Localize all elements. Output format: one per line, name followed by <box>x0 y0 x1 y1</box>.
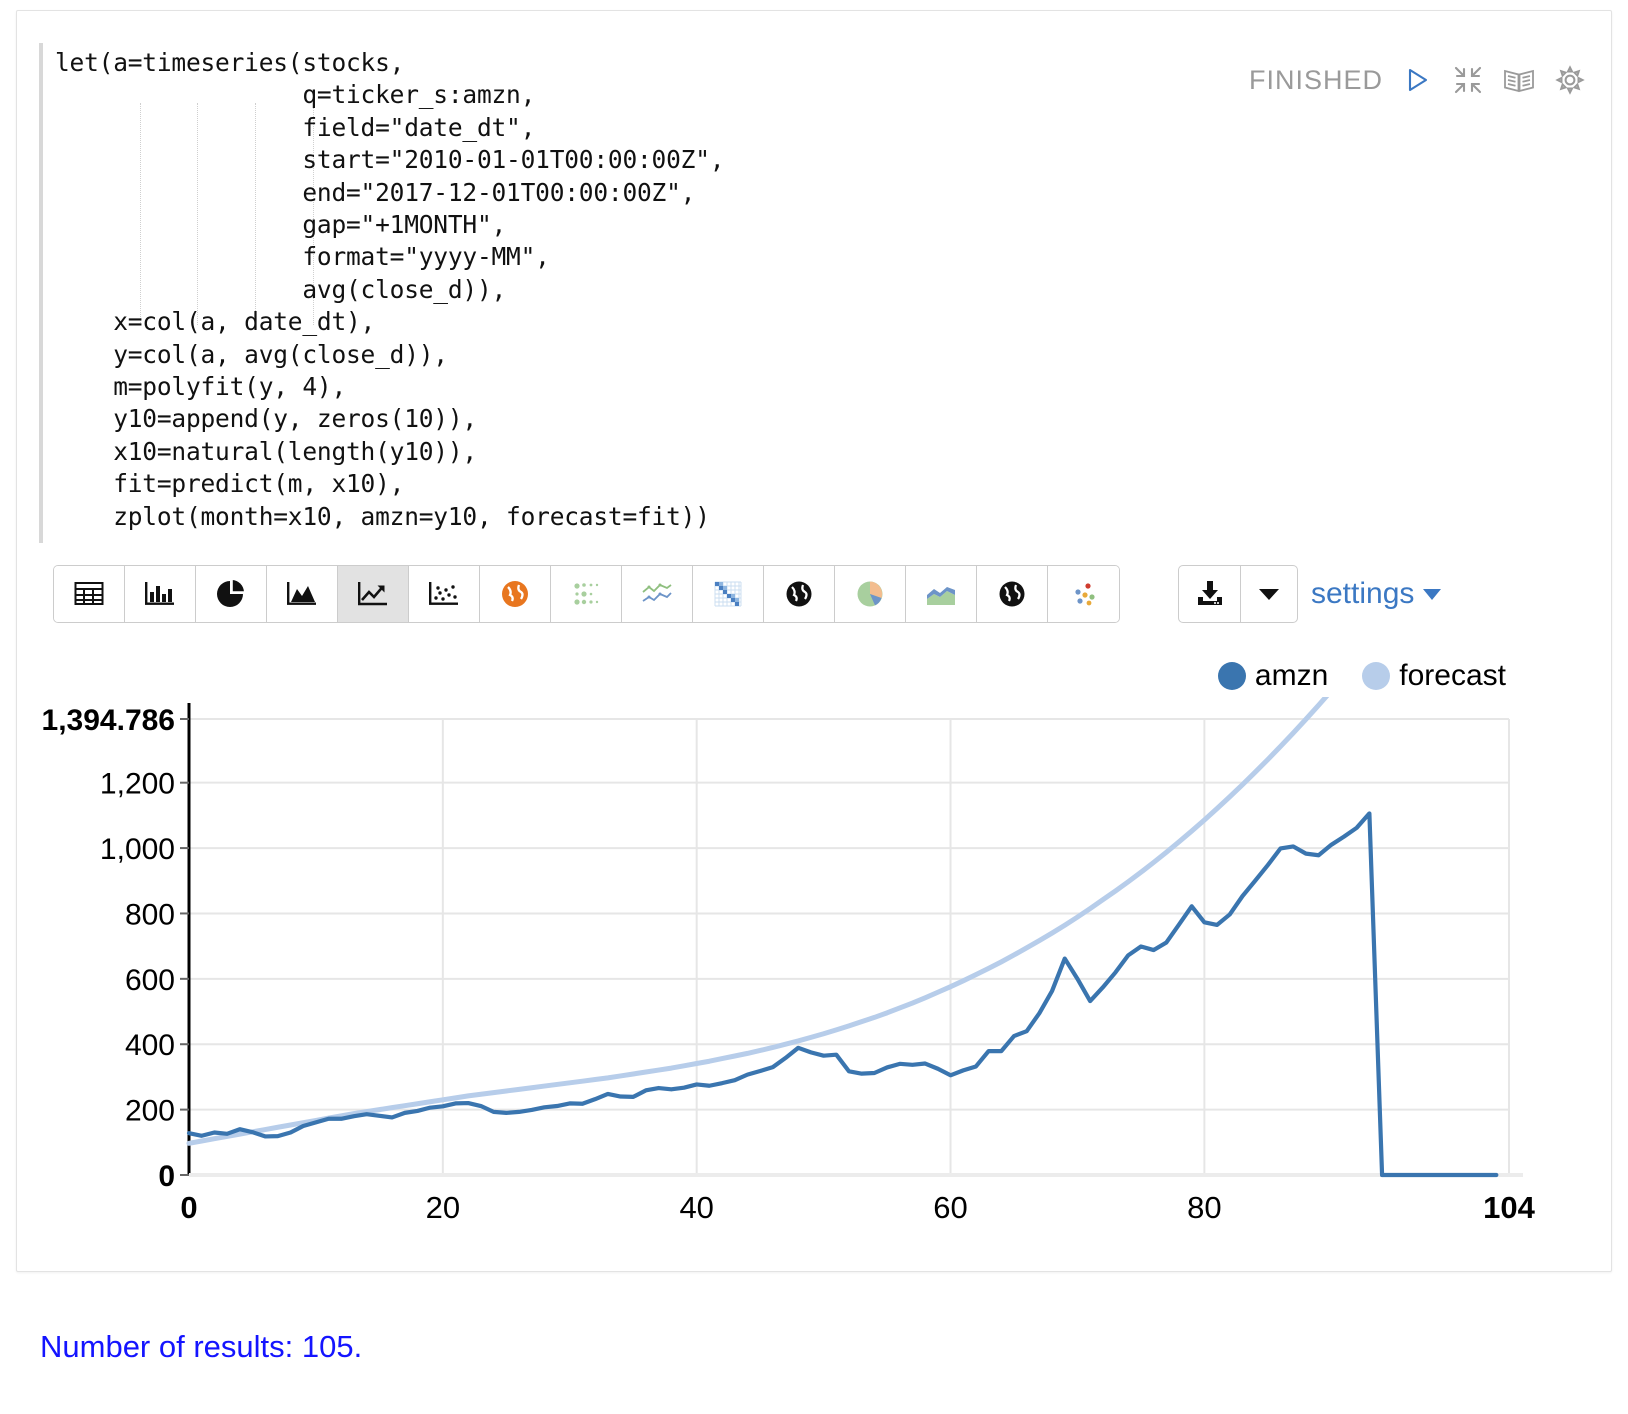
chart-type-pie-chart-color[interactable] <box>835 566 906 622</box>
chart-type-area-chart[interactable] <box>267 566 338 622</box>
download-icon[interactable] <box>1179 566 1241 622</box>
gear-icon[interactable] <box>1553 63 1587 97</box>
chevron-down-icon <box>1423 588 1442 600</box>
legend-label-forecast: forecast <box>1399 659 1506 692</box>
download-options-caret[interactable] <box>1241 566 1297 622</box>
legend-swatch-amzn <box>1217 662 1246 690</box>
settings-label: settings <box>1311 577 1415 610</box>
editor-gutter-bar <box>39 43 43 543</box>
chart-type-pie-chart[interactable] <box>196 566 267 622</box>
svg-text:1,000: 1,000 <box>100 833 175 866</box>
legend-item-amzn[interactable]: amzn <box>1217 659 1329 693</box>
svg-text:60: 60 <box>933 1190 967 1225</box>
svg-text:0: 0 <box>180 1190 197 1225</box>
svg-text:200: 200 <box>125 1095 175 1128</box>
cell-status-bar: FINISHED <box>1249 63 1587 97</box>
notebook-cell-card: let(a=timeseries(stocks, q=ticker_s:amzn… <box>16 10 1612 1272</box>
run-icon[interactable] <box>1400 63 1434 97</box>
legend-label-amzn: amzn <box>1254 659 1329 692</box>
chart-type-multi-line[interactable] <box>622 566 693 622</box>
chart-type-dot-plot[interactable] <box>1048 566 1119 622</box>
svg-text:40: 40 <box>679 1190 713 1225</box>
chart-type-toolbar: settings <box>17 557 1611 633</box>
svg-text:20: 20 <box>426 1190 460 1225</box>
svg-text:1,394.786: 1,394.786 <box>42 704 175 737</box>
chart-type-bubble-grid[interactable] <box>551 566 622 622</box>
chart-type-scatter-plot[interactable] <box>409 566 480 622</box>
legend-swatch-forecast <box>1362 662 1391 690</box>
legend-item-forecast[interactable]: forecast <box>1362 659 1506 693</box>
svg-text:104: 104 <box>1483 1190 1535 1225</box>
chart-type-heatmap[interactable] <box>693 566 764 622</box>
svg-text:80: 80 <box>1187 1190 1221 1225</box>
line-chart-svg[interactable]: 0 200 400 600 800 1,000 1,200 1,394.786 0 20 40 60 8… <box>17 697 1613 1242</box>
chart-area[interactable]: 0 200 400 600 800 1,000 1,200 1,394.786 0 20 40 60 8… <box>17 697 1613 1242</box>
chart-type-globe-orange[interactable] <box>480 566 551 622</box>
docs-icon[interactable] <box>1502 63 1536 97</box>
settings-button[interactable]: settings <box>1311 577 1442 611</box>
chart-type-globe-dark[interactable] <box>764 566 835 622</box>
query-code[interactable]: let(a=timeseries(stocks, q=ticker_s:amzn… <box>55 48 725 531</box>
collapse-icon[interactable] <box>1451 63 1485 97</box>
chart-type-button-group <box>53 565 1120 623</box>
results-count: Number of results: 105. <box>40 1329 363 1364</box>
svg-text:800: 800 <box>125 898 175 931</box>
chart-type-table[interactable] <box>54 566 125 622</box>
chart-legend: amzn forecast <box>1217 659 1506 693</box>
chart-type-stacked-area[interactable] <box>906 566 977 622</box>
svg-text:1,200: 1,200 <box>100 768 175 801</box>
svg-text:0: 0 <box>158 1160 175 1193</box>
chart-type-globe-dark-2[interactable] <box>977 566 1048 622</box>
svg-text:600: 600 <box>125 964 175 997</box>
chart-type-bar-chart[interactable] <box>125 566 196 622</box>
svg-text:400: 400 <box>125 1029 175 1062</box>
status-label: FINISHED <box>1248 64 1383 95</box>
chart-type-line-chart[interactable] <box>338 566 409 622</box>
download-button-group <box>1178 565 1298 623</box>
